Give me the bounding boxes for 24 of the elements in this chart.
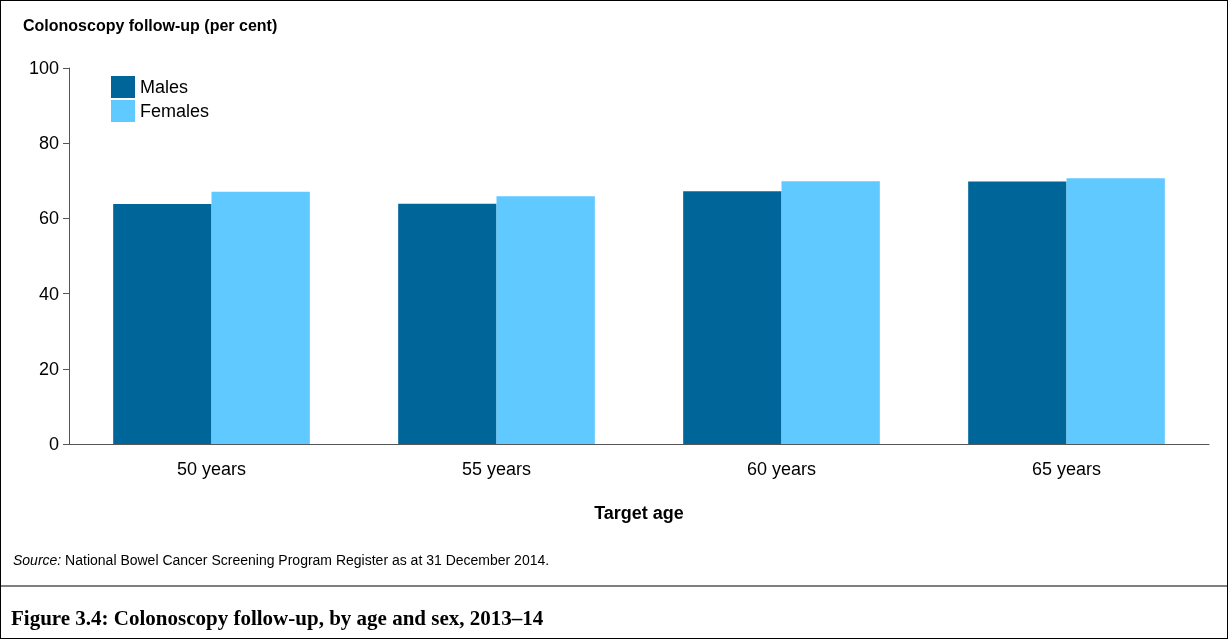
y-tick-label: 60 bbox=[38, 208, 59, 229]
y-tick-label: 40 bbox=[38, 283, 59, 304]
text: Figure 3.4: Colonoscopy follow-up, by age and sex, 2013–14 bbox=[11, 605, 544, 630]
y-tick-label: 0 bbox=[48, 434, 59, 454]
x-tick-label: 65 years bbox=[1031, 459, 1102, 479]
bar bbox=[781, 181, 880, 444]
bar bbox=[113, 204, 212, 444]
bar bbox=[211, 191, 310, 444]
bar bbox=[968, 181, 1067, 444]
x-tick-label: 55 years bbox=[461, 459, 532, 479]
y-axis-title: Colonoscopy follow-up (per cent) bbox=[23, 16, 278, 34]
bar bbox=[683, 191, 782, 444]
x-axis-title: Target age bbox=[594, 503, 684, 523]
y-tick-label: 20 bbox=[38, 358, 59, 379]
bar bbox=[1066, 178, 1165, 444]
bar bbox=[398, 203, 497, 444]
legend-label: Females bbox=[140, 101, 210, 121]
x-tick-label: 60 years bbox=[746, 459, 817, 479]
y-tick-label: 100 bbox=[28, 58, 59, 78]
bar bbox=[496, 196, 595, 444]
legend-label: Males bbox=[140, 77, 189, 97]
y-tick-label: 80 bbox=[38, 133, 59, 154]
source-note: Source: National Bowel Cancer Screening Program Register as at 31 December 2014. bbox=[13, 552, 550, 568]
x-tick-label: 50 years bbox=[176, 459, 247, 479]
